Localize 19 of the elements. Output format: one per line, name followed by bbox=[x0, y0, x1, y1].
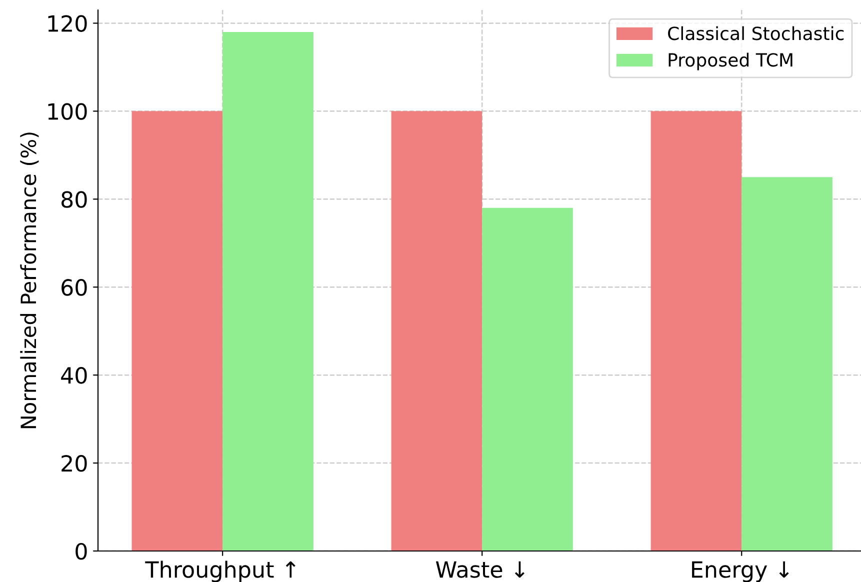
y-tick-label: 0 bbox=[76, 542, 87, 560]
y-tick-label: 20 bbox=[62, 454, 87, 472]
bar bbox=[132, 111, 223, 551]
bar bbox=[482, 208, 573, 551]
x-tick-label: Waste ↓ bbox=[436, 561, 524, 578]
y-tick-label: 120 bbox=[48, 15, 87, 32]
y-axis-title: Normalized Performance (%) bbox=[20, 132, 39, 428]
y-tick-label: 80 bbox=[62, 191, 87, 208]
x-tick-label: Energy ↓ bbox=[692, 561, 789, 582]
bar bbox=[650, 111, 742, 551]
legend-label: Proposed TCM bbox=[668, 52, 792, 70]
bar bbox=[391, 111, 482, 551]
legend-label: Classical Stochastic bbox=[668, 26, 844, 40]
bar bbox=[742, 177, 832, 551]
y-tick-label: 60 bbox=[62, 279, 87, 296]
bar bbox=[222, 32, 314, 551]
y-tick-label: 100 bbox=[48, 103, 87, 120]
x-tick-label: Throughput ↑ bbox=[145, 560, 296, 582]
y-tick-label: 40 bbox=[61, 367, 87, 384]
